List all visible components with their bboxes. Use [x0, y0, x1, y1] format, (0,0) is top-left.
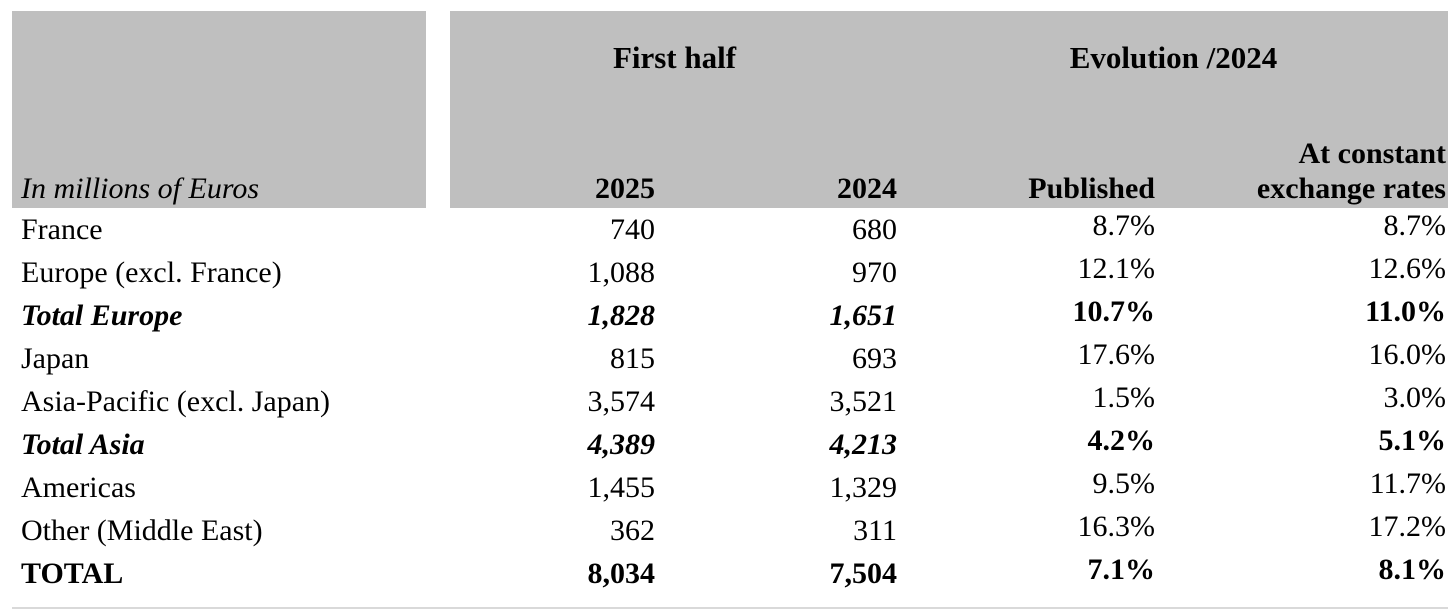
value-2025: 815	[610, 342, 655, 375]
column-header-2024: 2024	[837, 172, 897, 205]
value-2025: 1,455	[587, 471, 656, 504]
unit-label: In millions of Euros	[21, 172, 260, 205]
value-2025: 3,574	[587, 385, 656, 418]
row-label: Europe (excl. France)	[21, 256, 282, 289]
value-2024: 3,521	[829, 385, 898, 418]
row-label: Americas	[21, 471, 136, 504]
group-header-evolution-2024: Evolution /2024	[1069, 40, 1278, 75]
row-label: Total Asia	[21, 428, 145, 461]
value-published: 16.3%	[1077, 510, 1156, 543]
value-2025: 1,088	[587, 256, 656, 289]
value-2025: 740	[610, 213, 655, 246]
value-published: 4.2%	[1087, 424, 1156, 457]
value-2025: 1,828	[587, 299, 656, 332]
group-header-first-half: First half	[612, 40, 737, 75]
row-label: Other (Middle East)	[21, 514, 263, 547]
value-2024: 7,504	[829, 557, 898, 590]
value-constant-rate: 17.2%	[1368, 510, 1447, 543]
value-constant-rate: 5.1%	[1378, 424, 1447, 457]
row-label: Total Europe	[21, 299, 183, 332]
value-2025: 4,389	[587, 428, 656, 461]
value-constant-rate: 16.0%	[1368, 338, 1447, 371]
table-grid: First half Evolution /2024 In millions o…	[0, 11, 1448, 595]
value-2024: 1,651	[829, 299, 898, 332]
value-2024: 311	[853, 514, 897, 547]
value-2024: 970	[852, 256, 897, 289]
row-label: TOTAL	[21, 557, 124, 590]
value-published: 9.5%	[1092, 467, 1156, 500]
value-published: 1.5%	[1092, 381, 1156, 414]
value-constant-rate: 3.0%	[1383, 381, 1447, 414]
value-published: 17.6%	[1077, 338, 1156, 371]
value-published: 10.7%	[1072, 295, 1156, 328]
row-label: Asia-Pacific (excl. Japan)	[21, 385, 331, 418]
value-2025: 8,034	[587, 557, 656, 590]
bottom-rule	[12, 607, 1448, 609]
value-2024: 680	[852, 213, 897, 246]
header-shading-left	[12, 11, 426, 208]
row-label: Japan	[21, 342, 90, 375]
value-constant-rate: 12.6%	[1368, 252, 1447, 285]
value-published: 12.1%	[1077, 252, 1156, 285]
value-constant-rate: 8.1%	[1378, 553, 1447, 586]
value-constant-rate: 11.7%	[1369, 467, 1446, 500]
column-header-constant-rates: At constant exchange rates	[1157, 136, 1448, 208]
value-2024: 4,213	[829, 428, 898, 461]
column-header-constant-line2: exchange rates	[1256, 172, 1446, 205]
value-2024: 693	[852, 342, 897, 375]
value-constant-rate: 8.7%	[1383, 209, 1447, 242]
column-header-published: Published	[1028, 172, 1155, 205]
value-published: 8.7%	[1092, 209, 1156, 242]
value-2025: 362	[610, 514, 655, 547]
value-constant-rate: 11.0%	[1365, 295, 1446, 328]
header-shading-right	[450, 11, 1448, 208]
row-label: France	[21, 213, 103, 246]
column-header-2025: 2025	[595, 172, 655, 205]
column-header-constant-line1: At constant	[1298, 137, 1447, 170]
value-published: 7.1%	[1087, 553, 1156, 586]
value-2024: 1,329	[829, 471, 898, 504]
